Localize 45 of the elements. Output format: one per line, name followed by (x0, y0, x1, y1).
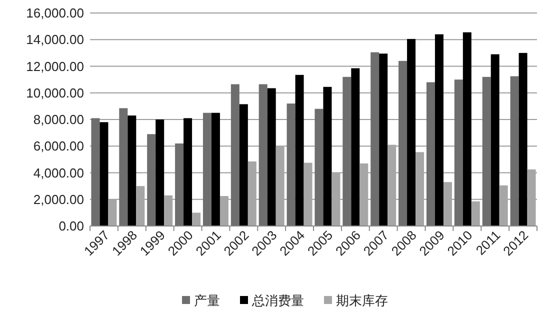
y-tick-label: 2,000.00 (33, 192, 84, 207)
y-tick-label: 10,000.00 (26, 85, 84, 100)
bar (518, 52, 528, 226)
bar (184, 118, 192, 226)
bar (342, 76, 352, 226)
y-tick-label: 6,000.00 (33, 138, 84, 154)
bar (482, 76, 491, 226)
bar (370, 52, 380, 226)
bar (323, 86, 332, 226)
bar (510, 76, 519, 226)
bar (192, 212, 201, 226)
bar (351, 68, 360, 226)
legend-label: 期末库存 (336, 293, 388, 308)
bar (100, 122, 108, 226)
y-tick-label: 4,000.00 (33, 165, 84, 180)
bar (258, 84, 268, 226)
bar (239, 104, 248, 226)
bar (407, 38, 416, 226)
bar (119, 108, 128, 226)
bar (156, 120, 164, 226)
legend-label: 产量 (194, 293, 220, 308)
bar (175, 143, 184, 226)
bar (314, 108, 324, 226)
y-tick-label: 8,000.00 (33, 112, 84, 127)
bar (454, 80, 463, 226)
bar (426, 82, 435, 226)
bar (490, 54, 500, 226)
y-tick-label: 14,000.00 (26, 32, 84, 48)
bar (462, 32, 472, 226)
bar (267, 88, 276, 226)
y-tick-label: 0.00 (58, 218, 84, 234)
y-tick-label: 16,000.00 (26, 6, 84, 20)
bar (379, 54, 388, 226)
legend-label: 总消费量 (251, 293, 304, 308)
y-tick-label: 12,000.00 (26, 58, 84, 74)
bar (295, 74, 304, 226)
bar (398, 60, 408, 226)
bar (202, 112, 212, 226)
bar (434, 34, 444, 226)
bar (230, 84, 240, 226)
bar (91, 118, 100, 226)
bar (147, 134, 156, 226)
bar (128, 116, 136, 226)
bar (286, 104, 296, 226)
bar (211, 112, 220, 226)
